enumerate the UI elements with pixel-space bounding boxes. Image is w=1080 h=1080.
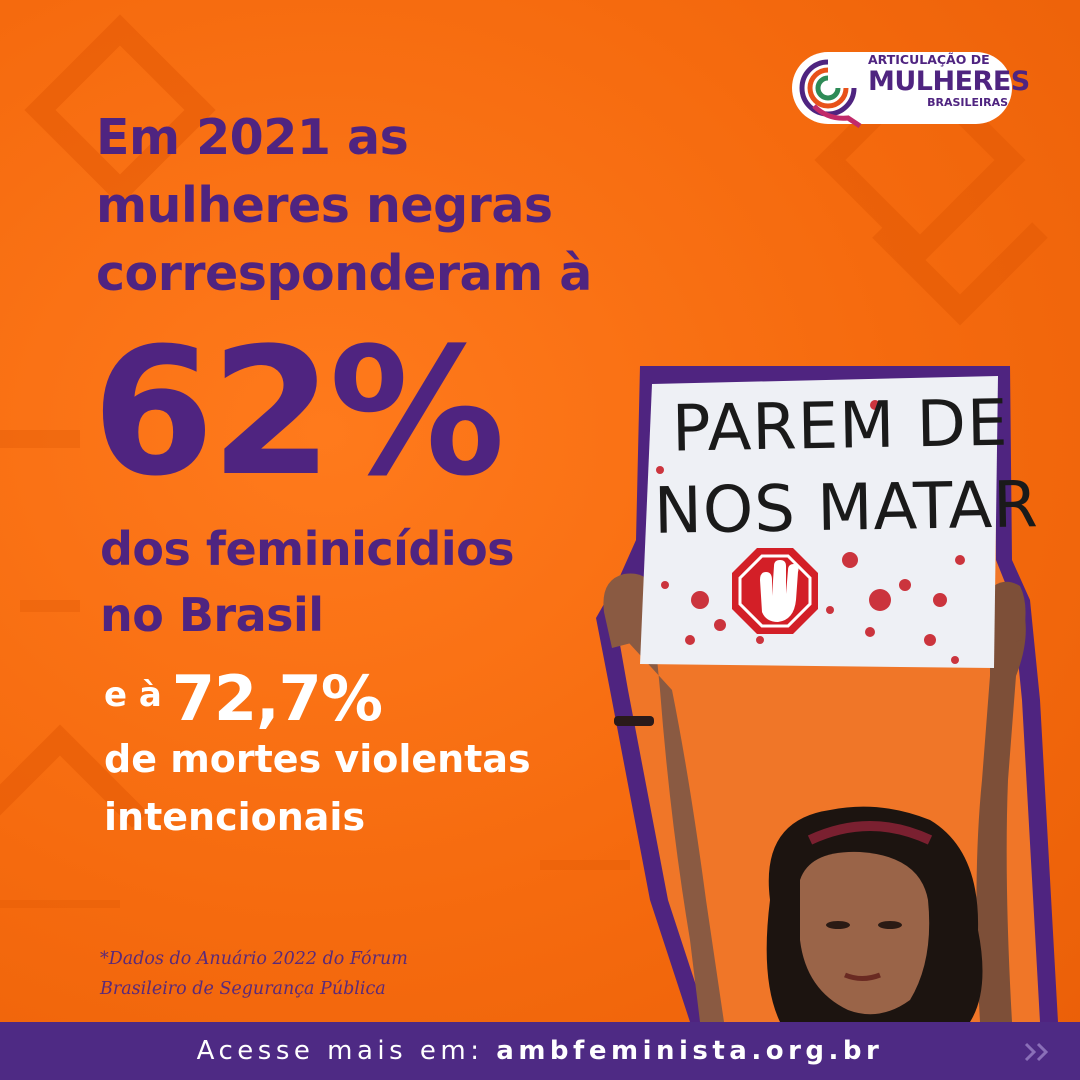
subline: dos feminicídios no Brasil bbox=[100, 516, 620, 648]
big-stat: 62% bbox=[92, 310, 505, 515]
second-stat-prefix: e à bbox=[104, 675, 162, 715]
footnote-line: *Dados do Anuário 2022 do Fórum bbox=[100, 949, 408, 969]
amb-logo bbox=[792, 52, 1012, 129]
spiral-logo-icon bbox=[799, 59, 862, 129]
headline-line: mulheres negras bbox=[96, 177, 553, 234]
subline-line: no Brasil bbox=[100, 588, 324, 642]
bottom-bar: Acesse mais em: ambfeminista.org.br bbox=[0, 1022, 1080, 1080]
second-stat: e à 72,7% bbox=[104, 662, 383, 735]
second-stat-line: intencionais bbox=[104, 795, 366, 839]
second-stat-line: de mortes violentas bbox=[104, 737, 531, 781]
second-stat-description: de mortes violentas intencionais bbox=[104, 730, 531, 846]
logo-line2: MULHERES bbox=[868, 66, 1030, 97]
logo-line1: ARTICULAÇÃO DE bbox=[868, 52, 990, 67]
sign-text-line2: NOS MATAR bbox=[653, 468, 1039, 549]
sign-text-line1: PAREM DE bbox=[671, 387, 1009, 467]
headline-line: corresponderam à bbox=[96, 245, 592, 302]
website-link[interactable]: Acesse mais em: ambfeminista.org.br bbox=[197, 1036, 884, 1066]
logo-line3: BRASILEIRAS bbox=[927, 96, 1008, 109]
footnote-line: Brasileiro de Segurança Pública bbox=[100, 979, 386, 999]
second-stat-value: 72,7% bbox=[171, 662, 383, 735]
logo-wordmark: ARTICULAÇÃO DE MULHERES BRASILEIRAS bbox=[868, 52, 1030, 110]
subline-line: dos feminicídios bbox=[100, 522, 515, 576]
website-url[interactable]: ambfeminista.org.br bbox=[496, 1036, 884, 1066]
double-chevron-right-icon[interactable] bbox=[1024, 1042, 1052, 1062]
headline: Em 2021 as mulheres negras correspondera… bbox=[96, 104, 656, 308]
website-prefix: Acesse mais em: bbox=[196, 1036, 484, 1066]
headline-line: Em 2021 as bbox=[96, 109, 409, 166]
footnote: *Dados do Anuário 2022 do Fórum Brasilei… bbox=[100, 944, 408, 1004]
